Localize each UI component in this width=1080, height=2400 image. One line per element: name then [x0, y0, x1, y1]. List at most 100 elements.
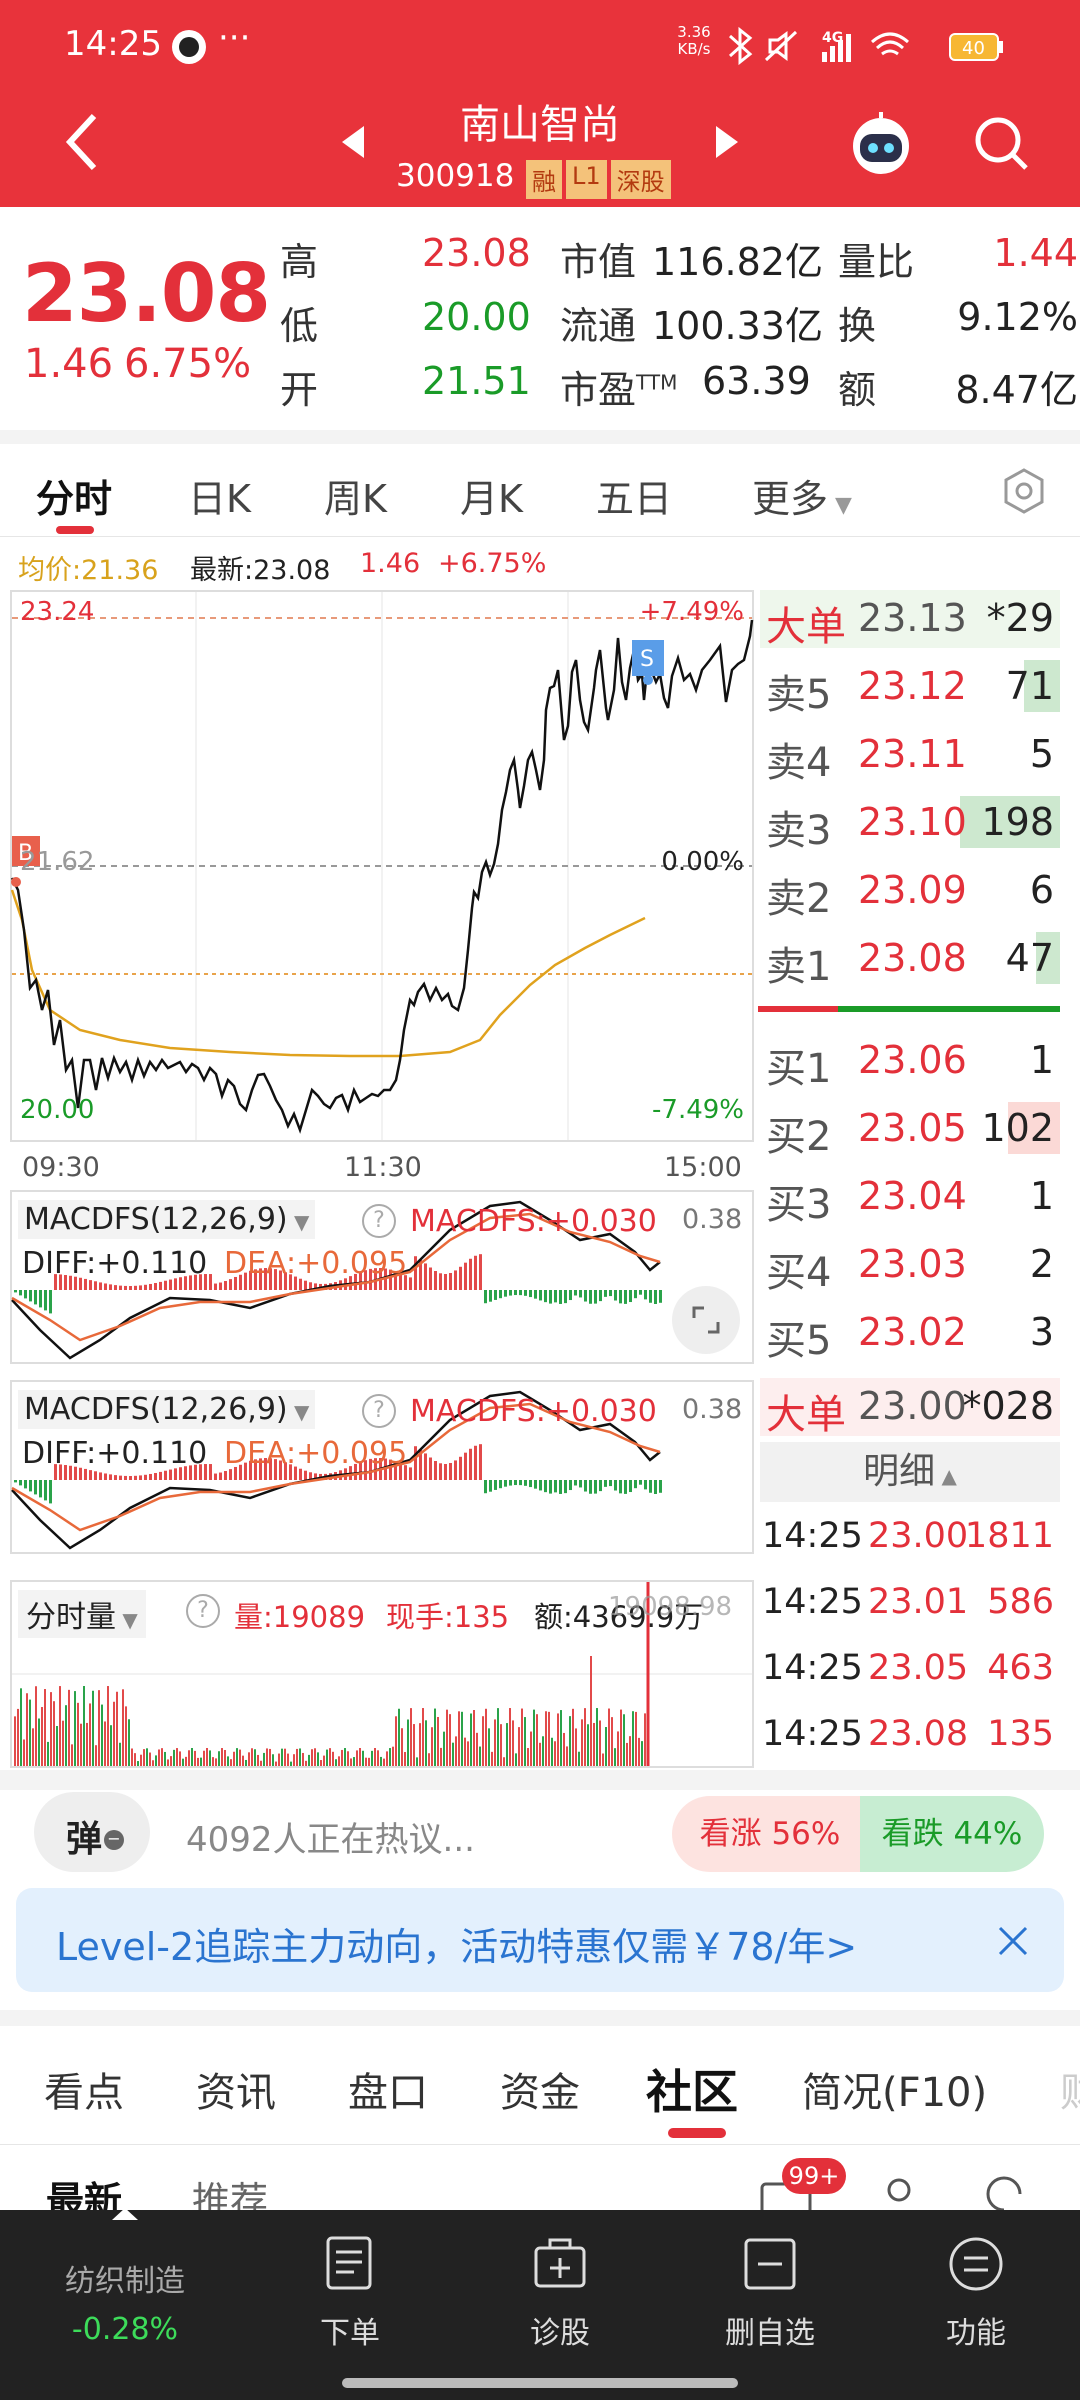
- macd-bar: [599, 1480, 602, 1492]
- prev-stock-icon[interactable]: [340, 124, 366, 160]
- tab-more[interactable]: 更多 ▼: [752, 477, 852, 521]
- volume-bar: [86, 1722, 88, 1766]
- tab-five-day[interactable]: 五日: [596, 477, 673, 521]
- volume-bar: [143, 1749, 145, 1766]
- macd-bar: [584, 1290, 587, 1302]
- macd1-selector[interactable]: MACDFS(12,26,9) ▼: [18, 1200, 316, 1239]
- discussion-text[interactable]: 4092人正在热议...: [186, 1820, 475, 1860]
- volume-bar: [440, 1747, 442, 1766]
- tab-highlights[interactable]: 看点: [44, 2070, 124, 2116]
- volume-bar: [452, 1742, 454, 1766]
- tab-intraday[interactable]: 分时: [36, 477, 113, 521]
- macd-bar: [619, 1480, 622, 1494]
- macd-bar: [29, 1480, 32, 1492]
- tab-news[interactable]: 资讯: [196, 2070, 276, 2116]
- volume-bar: [35, 1686, 37, 1766]
- tab-funds[interactable]: 资金: [500, 2070, 580, 2116]
- volume-bar: [428, 1753, 430, 1766]
- functions-button[interactable]: 功能: [916, 2234, 1036, 2364]
- bid-row[interactable]: 买5 23.02 3: [760, 1302, 1060, 1364]
- user-icon[interactable]: [874, 2174, 924, 2210]
- bid-row[interactable]: 买1 23.06 1: [760, 1030, 1060, 1092]
- macd-bar: [574, 1290, 577, 1296]
- ask-row[interactable]: 卖3 23.10 198: [760, 792, 1060, 854]
- macd-bar: [474, 1445, 477, 1480]
- macd-bar: [159, 1281, 162, 1290]
- sector-name[interactable]: 纺织制造: [65, 2264, 185, 2299]
- help-icon[interactable]: ?: [186, 1594, 220, 1628]
- macd-bar: [69, 1465, 72, 1480]
- bid-row[interactable]: 买2 23.05 102: [760, 1098, 1060, 1160]
- volume-bar: [65, 1705, 67, 1766]
- level2-promo-banner[interactable]: Level-2追踪主力动向，活动特惠仅需￥78/年>: [16, 1888, 1064, 1992]
- intraday-chart[interactable]: B S 23.24 21.62 20.00 +7.49% 0.00% -7.49…: [10, 590, 754, 1142]
- bid-qty: 1: [1029, 1038, 1054, 1082]
- robot-assistant-icon[interactable]: [848, 110, 914, 176]
- volume-bar: [290, 1761, 292, 1766]
- danmu-toggle[interactable]: 弹 −: [34, 1792, 150, 1872]
- volume-bar: [281, 1748, 283, 1766]
- tab-monthly-k[interactable]: 月K: [460, 477, 523, 521]
- volume-scale: 19098.98: [608, 1592, 733, 1622]
- big-order-row-1[interactable]: 大单 23.13 *29: [760, 590, 1060, 650]
- fullscreen-button[interactable]: [672, 1286, 740, 1354]
- tab-finance[interactable]: 财: [1060, 2060, 1080, 2118]
- macd-bar: [234, 1466, 237, 1480]
- macd-bar: [579, 1290, 582, 1298]
- volume-bar: [521, 1708, 523, 1766]
- ask-row[interactable]: 卖5 23.12 71: [760, 656, 1060, 718]
- volume-bar: [437, 1716, 439, 1766]
- tab-f10-profile[interactable]: 简况(F10): [802, 2070, 988, 2116]
- bid-row[interactable]: 买3 23.04 1: [760, 1166, 1060, 1228]
- close-icon[interactable]: [996, 1924, 1030, 1958]
- macd-bar: [484, 1290, 487, 1304]
- ask-row[interactable]: 卖1 23.08 47: [760, 928, 1060, 990]
- bullish-vote-button[interactable]: 看涨 56%: [672, 1796, 868, 1872]
- tab-weekly-k[interactable]: 周K: [324, 477, 387, 521]
- last-price: 23.08: [22, 247, 271, 340]
- bid-row[interactable]: 买4 23.03 2: [760, 1234, 1060, 1296]
- refresh-icon[interactable]: [980, 2174, 1030, 2210]
- volume-bar: [149, 1752, 151, 1766]
- macd-bar: [409, 1467, 412, 1480]
- stat-high-label: 高: [280, 240, 319, 284]
- subtab-latest[interactable]: 最新: [46, 2179, 123, 2210]
- volume-bar: [422, 1708, 424, 1766]
- next-stock-icon[interactable]: [714, 124, 740, 160]
- volume-bar: [146, 1748, 148, 1766]
- macd2-selector[interactable]: MACDFS(12,26,9) ▼: [18, 1390, 316, 1429]
- back-icon[interactable]: [62, 112, 102, 172]
- help-icon[interactable]: ?: [362, 1394, 396, 1428]
- search-icon[interactable]: [972, 114, 1032, 174]
- volume-bar: [89, 1703, 91, 1766]
- volume-bar: [134, 1753, 136, 1766]
- diagnose-button[interactable]: 诊股: [500, 2234, 620, 2364]
- macd-bar: [359, 1461, 362, 1480]
- tab-community[interactable]: 社区: [646, 2065, 738, 2119]
- ask-row[interactable]: 卖4 23.11 5: [760, 724, 1060, 786]
- tab-daily-k[interactable]: 日K: [188, 477, 251, 521]
- volume-bar: [272, 1754, 274, 1766]
- volume-bar: [482, 1716, 484, 1766]
- subtab-recommended[interactable]: 推荐: [192, 2179, 269, 2210]
- order-button[interactable]: 下单: [290, 2234, 410, 2364]
- ask-label: 卖4: [766, 740, 832, 786]
- macd-bar: [654, 1290, 657, 1304]
- chart-settings-icon[interactable]: [1000, 466, 1048, 516]
- trade-price: 23.05: [868, 1648, 969, 1688]
- volume-bar: [572, 1708, 574, 1766]
- trade-detail-toggle[interactable]: 明细 ▲: [760, 1442, 1060, 1502]
- macd-bar: [44, 1290, 47, 1311]
- help-icon[interactable]: ?: [362, 1204, 396, 1238]
- volume-selector[interactable]: 分时量 ▼: [18, 1590, 146, 1638]
- bearish-vote-button[interactable]: 看跌 44%: [860, 1796, 1044, 1872]
- macd-bar: [99, 1282, 102, 1290]
- remove-watchlist-button[interactable]: 删自选: [700, 2234, 840, 2364]
- big-order-row-2[interactable]: 大单 23.00 *028: [760, 1378, 1060, 1438]
- tab-orderflow[interactable]: 盘口: [348, 2070, 428, 2116]
- macd-bar: [199, 1274, 202, 1290]
- home-indicator[interactable]: [342, 2378, 738, 2388]
- ask-row[interactable]: 卖2 23.09 6: [760, 860, 1060, 922]
- volume-bar: [371, 1750, 373, 1766]
- volume-bar: [374, 1748, 376, 1766]
